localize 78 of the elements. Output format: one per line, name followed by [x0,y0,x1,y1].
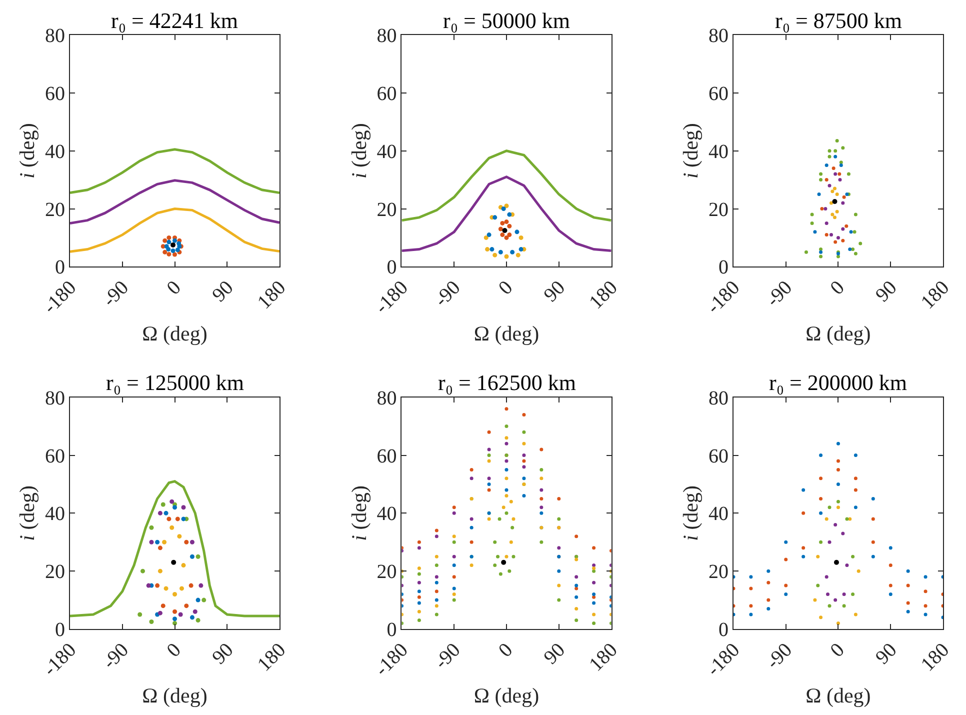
y-tick-label: 20 [708,561,728,584]
x-axis-title: Ω (deg) [474,684,540,708]
x-tick-label: 90 [208,276,238,306]
y-tick-label: 80 [376,387,397,410]
x-tick-label: -180 [370,276,412,318]
y-tick-label: 40 [376,140,397,163]
chart-title: r₀ = 87500 km [775,8,902,33]
x-tick-label: 180 [916,639,954,676]
x-tick-label: 180 [253,639,290,676]
x-tick-label: -90 [430,276,465,312]
y-tick-label: 80 [376,25,397,47]
y-tick-label: 60 [708,82,728,105]
x-axis-title: Ω (deg) [142,321,208,346]
x-tick-label: 0 [494,276,518,300]
x-tick-label: -180 [370,639,412,681]
x-tick-label: -90 [430,639,465,674]
y-tick-label: 0 [55,619,65,641]
x-tick-label: -90 [762,639,796,674]
x-tick-label: -90 [762,276,796,312]
y-tick-label: 20 [376,561,397,584]
y-tick-label: 80 [45,25,65,47]
x-tick-label: -180 [702,276,744,318]
x-tick-label: 180 [585,276,622,314]
y-tick-label: 0 [386,256,397,279]
y-tick-label: 0 [55,256,65,279]
y-tick-label: 60 [708,445,728,468]
x-tick-label: -90 [98,276,133,312]
y-tick-label: 80 [708,387,728,410]
x-tick-label: 0 [826,639,849,662]
y-axis-title: i (deg) [15,123,40,179]
x-axis-title: Ω (deg) [806,321,871,346]
x-tick-label: -180 [702,639,744,681]
x-axis-title: Ω (deg) [142,684,208,708]
y-tick-label: 0 [718,256,728,279]
x-tick-label: 180 [585,639,622,676]
x-tick-label: 0 [162,276,186,300]
y-tick-label: 80 [45,387,65,410]
y-axis-title: i (deg) [346,485,371,541]
x-tick-label: 0 [494,639,518,662]
chart-title: r₀ = 200000 km [769,370,908,395]
y-tick-label: 60 [376,82,397,105]
y-tick-label: 40 [708,503,728,526]
y-axis-title: i (deg) [678,123,703,179]
y-tick-label: 20 [45,561,65,584]
y-tick-label: 0 [718,619,728,641]
y-tick-label: 20 [45,198,65,221]
x-tick-label: 90 [208,639,238,669]
y-axis-title: i (deg) [346,123,371,179]
x-tick-label: -90 [98,639,133,674]
x-tick-label: 180 [253,276,290,314]
x-tick-label: 180 [916,276,954,314]
x-tick-label: 90 [872,639,902,669]
y-tick-label: 40 [708,140,728,163]
x-tick-label: -180 [39,276,81,318]
x-tick-label: 0 [162,639,186,662]
chart-title: r₀ = 162500 km [438,370,576,395]
y-tick-label: 20 [376,198,397,221]
x-axis-title: Ω (deg) [474,321,540,346]
x-tick-label: 90 [540,639,570,669]
y-tick-label: 60 [45,82,65,105]
x-tick-label: 0 [826,276,849,300]
x-axis-title: Ω (deg) [806,684,871,708]
y-tick-label: 20 [708,198,728,221]
y-tick-label: 0 [386,619,397,641]
x-tick-label: -180 [39,639,81,681]
y-tick-label: 60 [45,445,65,468]
chart-title: r₀ = 50000 km [443,8,570,33]
y-tick-label: 80 [708,25,728,47]
x-tick-label: 90 [540,276,570,306]
x-tick-label: 90 [872,276,902,306]
y-tick-label: 40 [45,503,65,526]
chart-title: r₀ = 125000 km [106,370,244,395]
y-axis-title: i (deg) [15,485,40,541]
y-tick-label: 60 [376,445,397,468]
y-axis-title: i (deg) [678,485,703,541]
y-tick-label: 40 [376,503,397,526]
chart-title: r₀ = 42241 km [111,8,238,33]
y-tick-label: 40 [45,140,65,163]
